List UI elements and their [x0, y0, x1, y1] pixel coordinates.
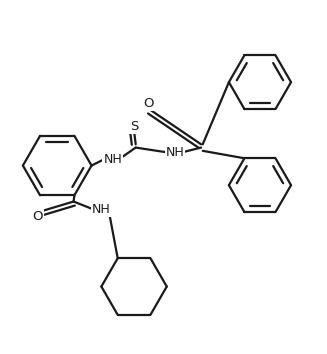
Text: S: S: [130, 120, 138, 133]
Text: O: O: [32, 210, 43, 223]
Text: O: O: [144, 97, 154, 110]
Text: NH: NH: [165, 146, 184, 159]
Text: NH: NH: [103, 153, 122, 166]
Text: NH: NH: [92, 203, 111, 216]
